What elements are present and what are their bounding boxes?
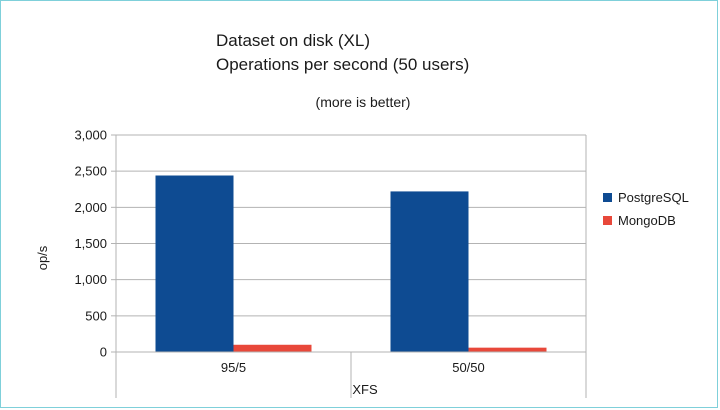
bars (155, 175, 547, 352)
y-tick-label: 1,000 (74, 272, 107, 287)
chart-title-line-1: Dataset on disk (XL) (216, 31, 370, 50)
legend-label: PostgreSQL (618, 190, 689, 205)
bar (390, 191, 469, 352)
x-axis-title: XFS (352, 382, 378, 397)
legend-swatch (603, 193, 612, 202)
bar (468, 347, 547, 352)
y-axis-title: op/s (35, 245, 50, 270)
legend-swatch (603, 216, 612, 225)
legend: PostgreSQL MongoDB (603, 190, 689, 228)
bar (233, 344, 312, 352)
y-tick-label: 2,000 (74, 200, 107, 215)
x-tick-label: 95/5 (221, 360, 246, 375)
legend-label: MongoDB (618, 213, 676, 228)
y-tick-label: 500 (85, 308, 107, 323)
y-tick-label: 3,000 (74, 128, 107, 143)
chart-title-line-2: Operations per second (50 users) (216, 55, 469, 74)
bar (155, 175, 234, 352)
chart-title: Dataset on disk (XL) Operations per seco… (216, 31, 469, 74)
y-axis-ticks: 0 500 1,000 1,500 2,000 2,500 3,000 (74, 128, 116, 360)
y-tick-label: 2,500 (74, 164, 107, 179)
chart-subtitle: (more is better) (316, 94, 411, 110)
x-tick-label: 50/50 (452, 360, 485, 375)
x-axis: 95/5 50/50 (115, 351, 587, 398)
y-tick-label: 1,500 (74, 236, 107, 251)
y-tick-label: 0 (100, 345, 107, 360)
